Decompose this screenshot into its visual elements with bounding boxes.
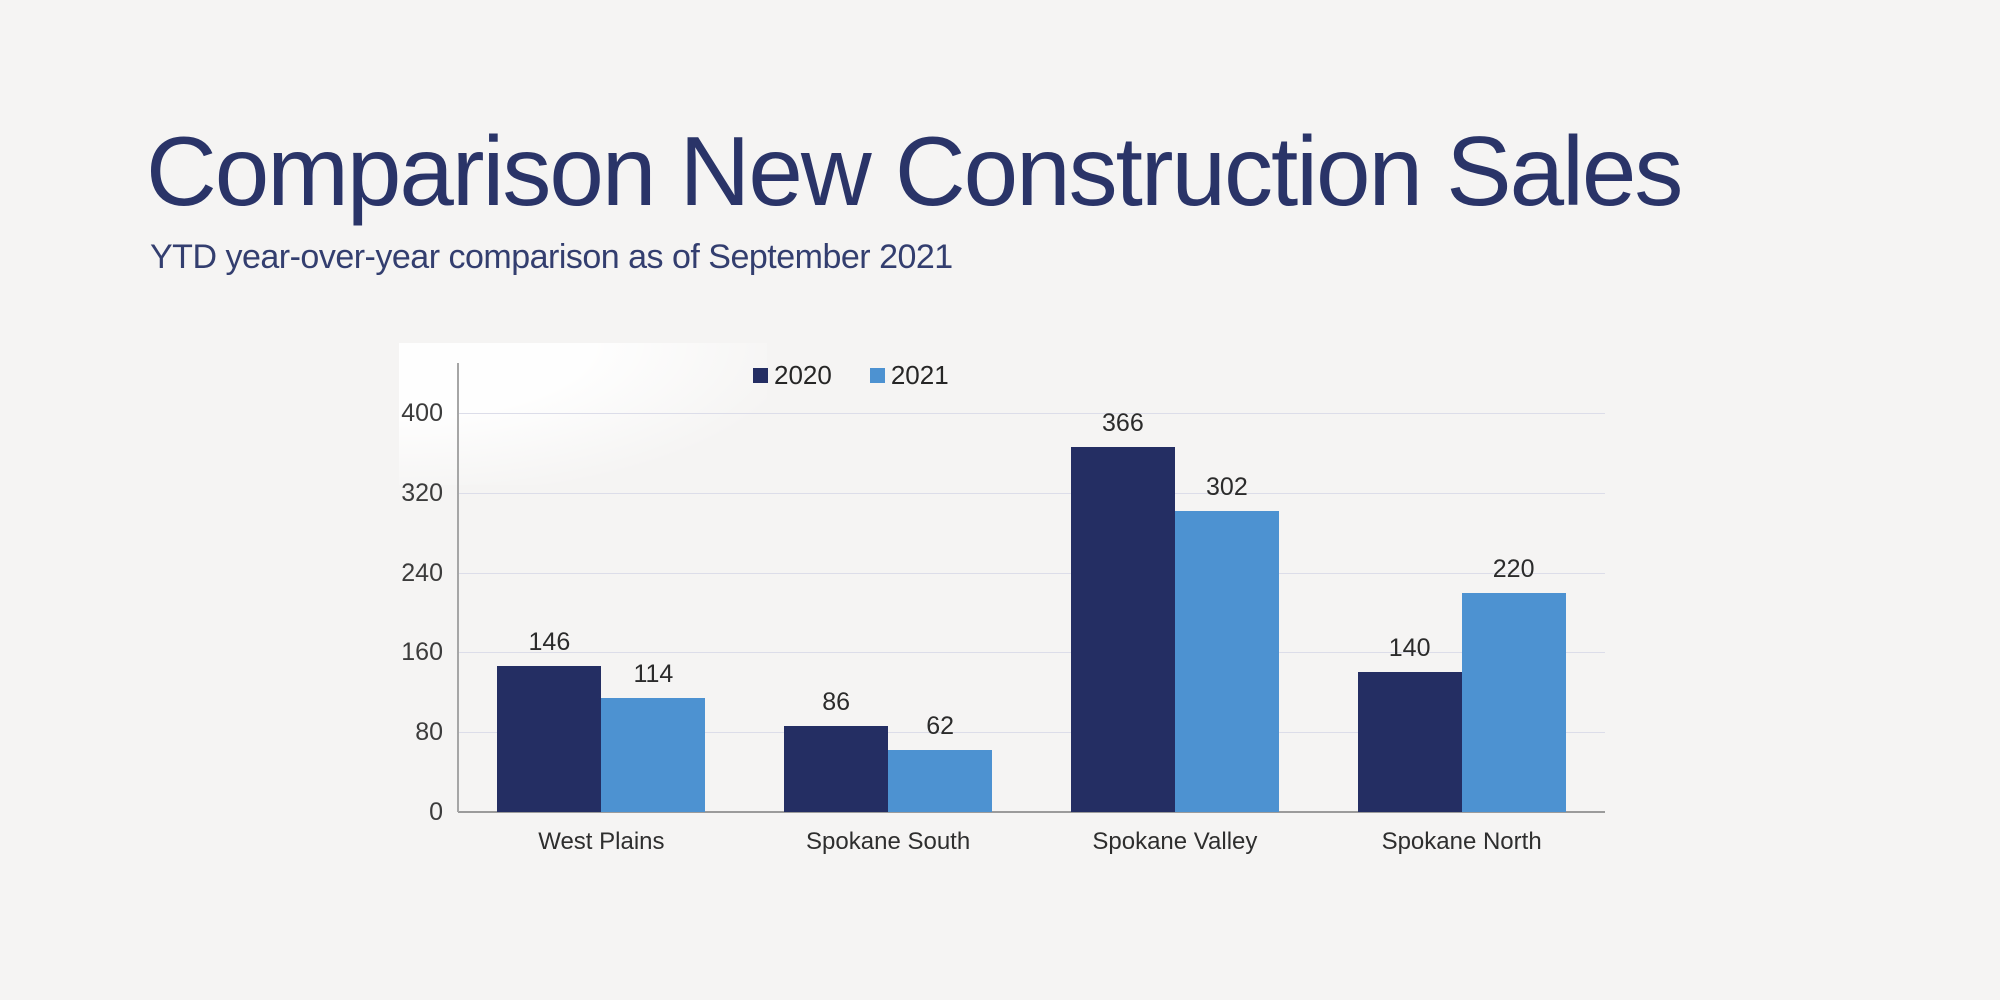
bar-2020-west-plains [497, 666, 602, 812]
bar-2020-spokane-south [784, 726, 889, 812]
bar-2021-spokane-valley [1174, 510, 1279, 812]
bar-value-2021-spokane-north: 220 [1492, 554, 1535, 583]
gridline-240 [458, 572, 1605, 574]
legend-label-2021: 2021 [890, 360, 949, 390]
x-category-label-spokane-valley: Spokane Valley [1092, 828, 1258, 855]
page-subtitle: YTD year-over-year comparison as of Sept… [150, 238, 953, 276]
x-category-label-spokane-south: Spokane South [806, 828, 971, 855]
bar-value-2020-spokane-south: 86 [822, 688, 851, 717]
bar-2021-west-plains [601, 698, 706, 812]
legend-item-2021: 2021 [869, 360, 949, 390]
legend-swatch-2021 [869, 367, 885, 383]
bar-value-2021-west-plains: 114 [633, 660, 674, 689]
gridline-80 [458, 732, 1605, 734]
y-tick-label-240: 240 [401, 558, 443, 587]
bar-value-2021-spokane-valley: 302 [1206, 472, 1248, 501]
bar-value-2020-spokane-north: 140 [1388, 634, 1431, 663]
bar-2020-spokane-north [1357, 672, 1462, 812]
chart-legend: 2020 2021 [753, 362, 949, 388]
legend-swatch-2020 [753, 367, 768, 383]
bar-value-2020-west-plains: 146 [528, 628, 571, 657]
y-axis-line [457, 363, 459, 812]
y-tick-label-400: 400 [401, 399, 443, 427]
bar-2021-spokane-north [1461, 592, 1566, 812]
x-axis-line [458, 811, 1605, 813]
bar-value-2020-spokane-valley: 366 [1102, 408, 1144, 437]
x-category-label-spokane-north: Spokane North [1381, 828, 1542, 855]
page-title: Comparison New Construction Sales [146, 116, 1683, 226]
y-tick-label-80: 80 [415, 718, 443, 747]
y-tick-label-320: 320 [401, 478, 443, 507]
legend-item-2020: 2020 [753, 362, 832, 388]
legend-label-2020: 2020 [774, 360, 832, 390]
bar-2021-spokane-south [888, 750, 993, 812]
gridline-160 [458, 652, 1605, 654]
x-category-label-west-plains: West Plains [538, 828, 665, 855]
y-tick-label-0: 0 [429, 798, 443, 826]
bar-value-2021-spokane-south: 62 [926, 712, 955, 741]
gridline-320 [458, 492, 1605, 494]
gridline-400 [458, 413, 1605, 414]
y-tick-label-160: 160 [401, 638, 443, 667]
bar-2020-spokane-valley [1070, 446, 1175, 812]
